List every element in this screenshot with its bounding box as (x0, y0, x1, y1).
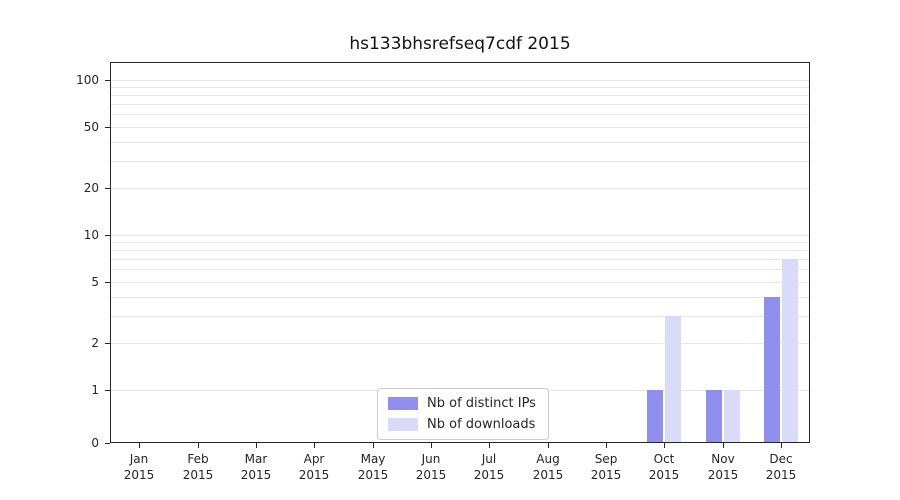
x-tick-mark (198, 443, 199, 448)
legend-swatch-distinct-ips (388, 397, 418, 410)
x-tick-mark (373, 443, 374, 448)
x-tick-label: Sep 2015 (590, 452, 622, 482)
y-tick-label: 1 (91, 383, 99, 397)
y-tick-label: 5 (91, 275, 99, 289)
y-tick-mark (105, 127, 110, 128)
gridline (111, 343, 809, 344)
y-tick-mark (105, 390, 110, 391)
gridline (111, 250, 809, 251)
gridline (111, 316, 809, 317)
x-tick-label: Feb 2015 (182, 452, 214, 482)
legend-item-downloads: Nb of downloads (388, 417, 536, 432)
gridline (111, 282, 809, 283)
x-tick-mark (489, 443, 490, 448)
x-tick-mark (723, 443, 724, 448)
bar-downloads (724, 390, 740, 442)
x-tick-label: Oct 2015 (648, 452, 680, 482)
gridline (111, 297, 809, 298)
x-tick-label: Jan 2015 (123, 452, 155, 482)
gridline (111, 242, 809, 243)
gridline (111, 269, 809, 270)
gridline (111, 142, 809, 143)
gridline (111, 95, 809, 96)
x-tick-label: Apr 2015 (298, 452, 330, 482)
x-tick-label: Aug 2015 (532, 452, 564, 482)
gridline (111, 161, 809, 162)
legend-label-downloads: Nb of downloads (427, 417, 536, 432)
gridline (111, 259, 809, 260)
y-tick-mark (105, 282, 110, 283)
y-tick-label: 10 (83, 228, 99, 242)
gridline (111, 80, 809, 81)
y-tick-mark (105, 343, 110, 344)
y-tick-mark (105, 443, 110, 444)
bar-distinct-ips (764, 297, 780, 442)
chart-title: hs133bhsrefseq7cdf 2015 (349, 34, 571, 54)
legend: Nb of distinct IPs Nb of downloads (377, 388, 549, 440)
bar-downloads (782, 259, 798, 442)
x-tick-label: Nov 2015 (707, 452, 739, 482)
y-tick-mark (105, 235, 110, 236)
legend-item-distinct-ips: Nb of distinct IPs (388, 396, 536, 411)
y-tick-label: 0 (91, 436, 99, 450)
gridline (111, 235, 809, 236)
gridline (111, 104, 809, 105)
x-tick-mark (256, 443, 257, 448)
x-tick-mark (606, 443, 607, 448)
x-tick-label: Jul 2015 (473, 452, 505, 482)
legend-label-distinct-ips: Nb of distinct IPs (427, 396, 536, 411)
gridline (111, 114, 809, 115)
y-tick-mark (105, 80, 110, 81)
legend-swatch-downloads (388, 418, 418, 431)
x-tick-mark (139, 443, 140, 448)
x-tick-mark (314, 443, 315, 448)
x-tick-mark (548, 443, 549, 448)
x-tick-mark (664, 443, 665, 448)
bar-distinct-ips (647, 390, 663, 442)
x-tick-mark (781, 443, 782, 448)
gridline (111, 188, 809, 189)
plot-area (110, 62, 810, 443)
x-tick-label: Dec 2015 (765, 452, 797, 482)
x-tick-label: Mar 2015 (240, 452, 272, 482)
y-tick-label: 2 (91, 336, 99, 350)
bar-downloads (665, 316, 681, 442)
gridline (111, 87, 809, 88)
y-tick-label: 50 (83, 120, 99, 134)
x-tick-label: May 2015 (357, 452, 389, 482)
y-tick-mark (105, 188, 110, 189)
y-tick-label: 100 (76, 73, 99, 87)
y-tick-label: 20 (83, 181, 99, 195)
gridline (111, 127, 809, 128)
x-tick-mark (431, 443, 432, 448)
bar-distinct-ips (706, 390, 722, 442)
x-tick-label: Jun 2015 (415, 452, 447, 482)
